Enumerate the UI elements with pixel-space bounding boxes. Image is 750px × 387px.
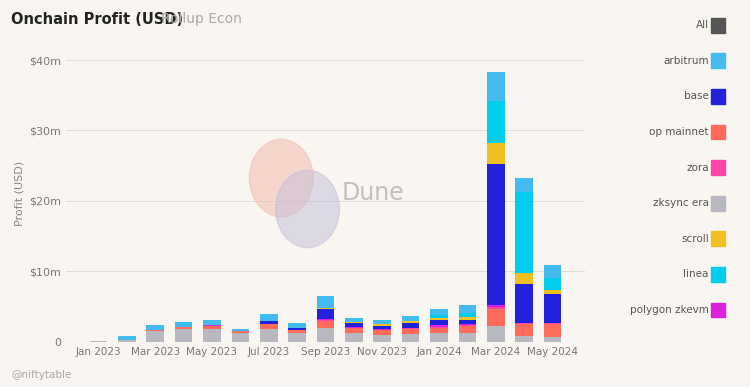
Bar (260, 329, 278, 342)
Bar (515, 178, 533, 192)
Bar (544, 295, 562, 323)
Bar (146, 330, 164, 331)
Bar (288, 327, 306, 330)
Bar (430, 325, 448, 327)
Y-axis label: Profit (USD): Profit (USD) (15, 161, 25, 226)
Bar (544, 324, 562, 337)
Bar (487, 143, 505, 164)
Bar (146, 331, 164, 342)
Bar (487, 307, 505, 308)
Bar (487, 326, 505, 342)
Text: zksync era: zksync era (652, 198, 709, 208)
Bar (515, 336, 533, 342)
Bar (515, 324, 533, 336)
Bar (260, 314, 278, 320)
Bar (288, 324, 306, 327)
Bar (316, 320, 334, 327)
Bar (345, 324, 363, 327)
Bar (459, 325, 476, 326)
Bar (402, 316, 419, 321)
Text: scroll: scroll (681, 234, 709, 244)
Bar (402, 324, 419, 328)
Bar (118, 339, 136, 342)
Bar (459, 320, 476, 324)
Bar (544, 265, 562, 277)
Text: Rollup Econ: Rollup Econ (161, 12, 242, 26)
Bar (203, 326, 220, 329)
Bar (459, 332, 476, 342)
Bar (459, 305, 476, 313)
Bar (459, 313, 476, 317)
Bar (402, 334, 419, 342)
Bar (260, 324, 278, 329)
Bar (374, 335, 391, 342)
Text: @niftytable: @niftytable (11, 370, 72, 380)
Bar (459, 326, 476, 332)
Bar (430, 318, 448, 320)
Bar (374, 320, 391, 324)
Bar (402, 329, 419, 334)
Bar (430, 333, 448, 342)
Bar (374, 329, 391, 330)
Bar (544, 277, 562, 290)
Bar (515, 284, 533, 323)
Bar (374, 330, 391, 335)
Bar (515, 323, 533, 324)
Bar (345, 322, 363, 324)
Bar (430, 315, 448, 318)
Bar (345, 333, 363, 342)
Bar (430, 309, 448, 315)
Bar (288, 330, 306, 333)
Bar (459, 317, 476, 320)
Bar (260, 320, 278, 324)
Bar (374, 324, 391, 325)
Text: Onchain Profit (USD): Onchain Profit (USD) (11, 12, 183, 27)
Bar (232, 333, 249, 342)
Text: base: base (684, 91, 709, 101)
Bar (232, 329, 249, 331)
Bar (175, 322, 193, 327)
Bar (459, 324, 476, 325)
Bar (316, 327, 334, 342)
Bar (232, 331, 249, 333)
Bar (544, 323, 562, 324)
Bar (175, 327, 193, 329)
Bar (544, 290, 562, 295)
Bar (544, 337, 562, 342)
Bar (118, 336, 136, 339)
Bar (402, 321, 419, 324)
Bar (146, 325, 164, 330)
Bar (345, 328, 363, 333)
Bar (175, 329, 193, 342)
Bar (374, 325, 391, 329)
Bar (515, 192, 533, 273)
Bar (402, 328, 419, 329)
Text: op mainnet: op mainnet (650, 127, 709, 137)
Bar (515, 273, 533, 284)
Text: arbitrum: arbitrum (663, 56, 709, 66)
Text: zora: zora (686, 163, 709, 173)
Bar (487, 101, 505, 143)
Bar (487, 308, 505, 326)
Bar (345, 327, 363, 328)
Bar (430, 320, 448, 325)
Bar (487, 164, 505, 305)
Bar (203, 320, 220, 325)
Bar (203, 329, 220, 342)
Bar (487, 72, 505, 101)
Bar (316, 296, 334, 308)
Text: All: All (696, 20, 709, 30)
Bar (345, 318, 363, 322)
Bar (487, 305, 505, 307)
Bar (316, 308, 334, 319)
Bar (430, 327, 448, 333)
Text: linea: linea (683, 269, 709, 279)
Bar (316, 319, 334, 320)
Text: polygon zkevm: polygon zkevm (630, 305, 709, 315)
Bar (203, 325, 220, 326)
Bar (288, 333, 306, 342)
Text: Dune: Dune (341, 182, 404, 205)
